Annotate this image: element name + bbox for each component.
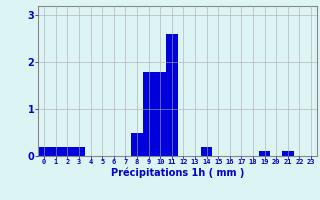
Bar	[201, 147, 212, 156]
Bar	[259, 151, 270, 156]
X-axis label: Précipitations 1h ( mm ): Précipitations 1h ( mm )	[111, 168, 244, 178]
Bar	[282, 151, 294, 156]
Bar	[62, 147, 73, 156]
Bar	[38, 147, 50, 156]
Bar	[131, 133, 143, 156]
Bar	[166, 34, 178, 156]
Bar	[73, 147, 85, 156]
Bar	[50, 147, 61, 156]
Bar	[155, 72, 166, 156]
Bar	[143, 72, 155, 156]
